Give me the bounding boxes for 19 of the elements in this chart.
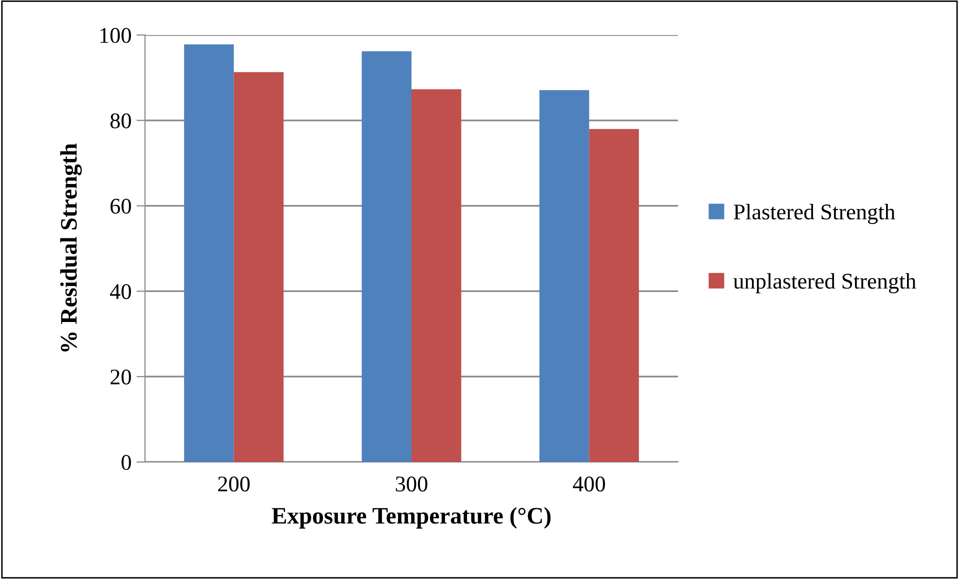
x-tick-label: 400 <box>572 476 605 492</box>
x-tick-label: 300 <box>396 476 428 492</box>
bar <box>362 51 412 462</box>
bar <box>589 128 639 462</box>
y-tick-label: 60 <box>110 198 131 214</box>
bar <box>539 90 590 462</box>
y-tick-label: 0 <box>122 454 131 470</box>
bar <box>184 44 234 462</box>
y-tick-label: 100 <box>100 28 131 43</box>
y-tick-label: 40 <box>110 284 131 300</box>
bar <box>412 89 462 462</box>
bar <box>234 72 284 462</box>
legend-label: Plastered Strength <box>734 204 896 224</box>
y-axis-title: % Residual Strength <box>60 143 82 352</box>
x-axis-title: Exposure Temperature (°C) <box>272 507 551 529</box>
y-tick-label: 80 <box>110 113 131 128</box>
y-tick-label: 20 <box>110 370 131 385</box>
legend-label: unplastered Strength <box>733 273 916 294</box>
x-tick-label: 200 <box>218 476 250 492</box>
